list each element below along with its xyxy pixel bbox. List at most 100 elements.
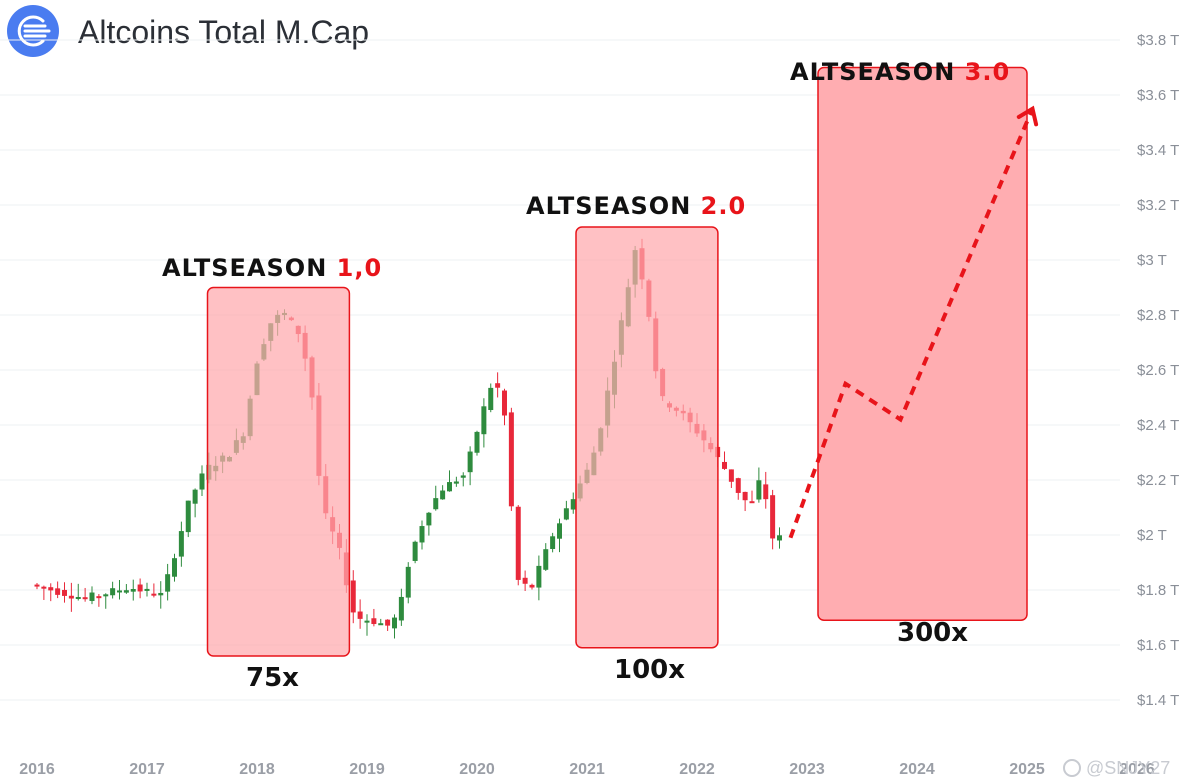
- candle: [440, 485, 446, 500]
- y-axis: $3.8 T $3.6 T $3.4 T $3.2 T $3 T $2.8 T $2.6 T…: [1137, 32, 1179, 709]
- candle: [378, 618, 384, 626]
- projection-arrow: [788, 105, 1039, 539]
- candle: [357, 599, 363, 629]
- candle: [728, 469, 734, 488]
- arrow-head-icon: [1016, 105, 1039, 127]
- candle: [48, 583, 54, 602]
- candle: [722, 451, 727, 470]
- candle: [62, 582, 67, 603]
- y-tick-label: $2.4 T: [1137, 417, 1179, 434]
- x-tick-label: 2023: [789, 761, 825, 778]
- season-1-title: ALTSEASON 1,0: [162, 254, 382, 282]
- season-2-multiplier: 100x: [614, 655, 685, 685]
- candle: [563, 500, 569, 521]
- logo-glyph: [17, 15, 51, 47]
- header: Altcoins Total M.Cap: [0, 0, 420, 62]
- x-tick-label: 2022: [679, 761, 715, 778]
- candle: [110, 581, 116, 599]
- x-tick-label: 2018: [239, 761, 275, 778]
- season-2-title: ALTSEASON 2.0: [526, 192, 746, 220]
- candle: [495, 372, 501, 398]
- candle: [522, 570, 528, 592]
- candle: [68, 582, 74, 612]
- candle: [82, 587, 88, 602]
- season-labels: ALTSEASON 1,0 75x ALTSEASON 2.0 100x ALT…: [162, 58, 1009, 693]
- candle: [557, 518, 562, 553]
- candle: [192, 488, 198, 518]
- candle: [735, 477, 741, 500]
- highlight-box-1: [206, 286, 351, 657]
- x-tick-label: 2017: [129, 761, 165, 778]
- candle: [158, 581, 164, 609]
- y-tick-label: $3 T: [1137, 252, 1167, 269]
- highlight-boxes: [206, 66, 1028, 657]
- x-tick-label: 2026: [1119, 761, 1155, 778]
- y-tick-label: $1.8 T: [1137, 582, 1179, 599]
- season-3-multiplier: 300x: [897, 618, 968, 648]
- candle: [364, 614, 370, 636]
- candle: [137, 578, 143, 599]
- candle: [488, 383, 494, 413]
- candle: [178, 521, 184, 567]
- candle: [185, 500, 191, 538]
- candle: [405, 562, 411, 604]
- candle: [172, 553, 177, 582]
- candle: [130, 579, 136, 601]
- candle: [770, 489, 776, 550]
- candle: [536, 555, 542, 601]
- candle: [385, 619, 391, 631]
- candle: [103, 593, 109, 609]
- candle: [453, 476, 459, 487]
- x-tick-label: 2024: [899, 761, 935, 778]
- candle: [481, 398, 487, 448]
- y-tick-label: $3.8 T: [1137, 32, 1179, 49]
- candle: [34, 582, 40, 590]
- y-tick-label: $3.4 T: [1137, 142, 1179, 159]
- candle: [123, 584, 129, 594]
- x-tick-label: 2020: [459, 761, 495, 778]
- candle: [426, 511, 432, 536]
- candle: [749, 490, 755, 504]
- candle: [392, 614, 397, 639]
- candle: [419, 520, 425, 550]
- candle: [570, 492, 576, 514]
- candle: [55, 581, 61, 599]
- y-tick-label: $1.6 T: [1137, 637, 1179, 654]
- y-tick-label: $2.6 T: [1137, 362, 1179, 379]
- candle: [763, 471, 769, 509]
- candle: [777, 527, 782, 549]
- highlight-box-3: [817, 66, 1028, 621]
- candle: [756, 467, 762, 503]
- x-tick-label: 2021: [569, 761, 605, 778]
- chart-title: Altcoins Total M.Cap: [78, 14, 369, 50]
- candle: [165, 563, 171, 601]
- x-tick-label: 2019: [349, 761, 385, 778]
- y-tick-label: $2 T: [1137, 527, 1167, 544]
- candle: [502, 388, 507, 426]
- x-tick-label: 2016: [19, 761, 55, 778]
- season-1-multiplier: 75x: [246, 663, 299, 693]
- candle: [144, 582, 150, 597]
- candle: [467, 446, 473, 486]
- candle: [412, 540, 418, 564]
- candle: [75, 583, 81, 601]
- candle: [508, 407, 514, 511]
- y-tick-label: $2.2 T: [1137, 472, 1179, 489]
- candle: [460, 472, 466, 487]
- y-tick-label: $3.6 T: [1137, 87, 1179, 104]
- candle: [543, 543, 549, 571]
- candle: [41, 585, 47, 600]
- highlight-box-2: [575, 226, 719, 649]
- y-tick-label: $2.8 T: [1137, 307, 1179, 324]
- candle: [474, 430, 480, 456]
- candle: [447, 470, 452, 492]
- candle: [117, 580, 122, 600]
- candle: [398, 588, 404, 626]
- y-tick-label: $1.4 T: [1137, 692, 1179, 709]
- y-tick-label: $3.2 T: [1137, 197, 1179, 214]
- candle: [742, 491, 748, 512]
- candle: [151, 583, 157, 598]
- candle: [433, 485, 439, 511]
- candle: [350, 570, 356, 624]
